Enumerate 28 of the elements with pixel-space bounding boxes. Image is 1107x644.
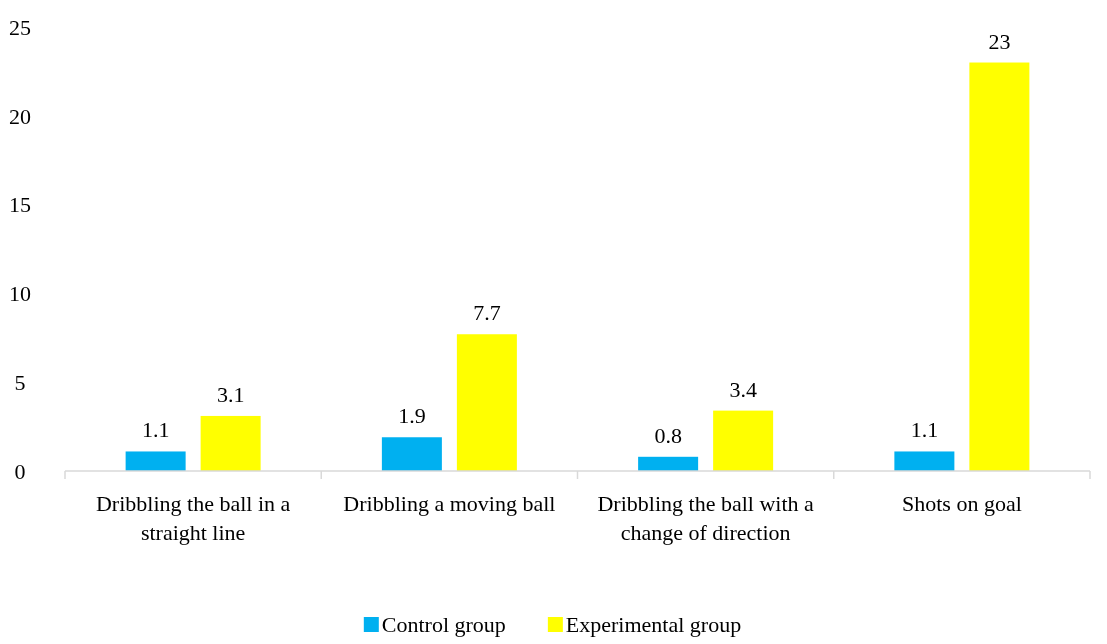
- x-tick-label: Dribbling a moving ball: [343, 491, 556, 516]
- y-tick-label: 25: [9, 14, 31, 40]
- x-tick-label: Dribbling the ball with a change of direction: [597, 491, 815, 545]
- y-tick-label: 20: [9, 103, 31, 129]
- y-tick-label: 10: [9, 281, 31, 307]
- data-label: 0.8: [654, 422, 682, 448]
- data-label: 1.9: [398, 403, 426, 429]
- bar: [381, 437, 442, 471]
- y-tick-label: 0: [14, 458, 26, 484]
- x-tick-label: Shots on goal: [901, 491, 1022, 516]
- data-label: 7.7: [473, 300, 501, 326]
- data-label: 23: [988, 28, 1011, 54]
- bar: [894, 451, 955, 471]
- y-tick-label: 15: [9, 192, 31, 218]
- bar: [969, 62, 1030, 471]
- bar: [638, 456, 699, 471]
- bar: [456, 334, 517, 471]
- bar: [125, 451, 186, 471]
- legend-label: Control group: [381, 612, 506, 637]
- bar: [713, 410, 774, 471]
- bar: [200, 415, 261, 471]
- data-label: 3.1: [216, 381, 245, 407]
- data-label: 1.1: [141, 417, 170, 443]
- legend-label: Experimental group: [565, 612, 742, 637]
- data-label: 3.4: [729, 376, 757, 402]
- data-label: 1.1: [910, 417, 939, 443]
- x-tick-label: Dribbling the ball in a straight line: [95, 491, 291, 545]
- y-tick-label: 5: [14, 369, 26, 395]
